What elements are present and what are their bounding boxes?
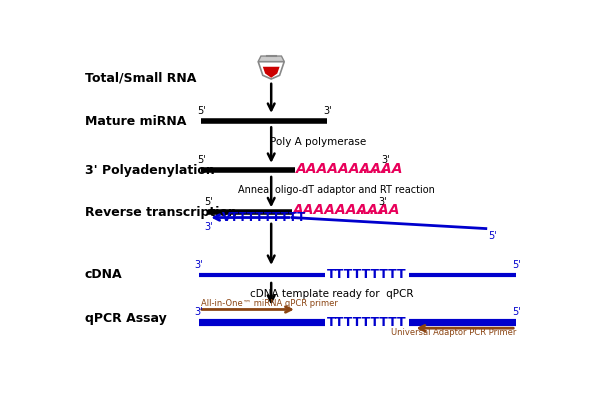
Text: cDNA template ready for  qPCR: cDNA template ready for qPCR	[250, 289, 414, 299]
Polygon shape	[258, 56, 284, 62]
Text: 5': 5'	[197, 106, 206, 116]
Text: qPCR Assay: qPCR Assay	[84, 312, 166, 326]
Text: 5': 5'	[204, 197, 213, 207]
Text: VTTTTTTTTT: VTTTTTTTTT	[222, 211, 306, 224]
Text: 5': 5'	[488, 231, 497, 241]
Text: 3': 3'	[381, 155, 389, 165]
Text: 3' Polyadenylation: 3' Polyadenylation	[84, 164, 214, 177]
Text: cDNA: cDNA	[84, 268, 122, 281]
Text: 5': 5'	[512, 307, 521, 317]
Text: 3': 3'	[194, 307, 203, 317]
Text: AAAAAAAAAA: AAAAAAAAAA	[296, 162, 403, 176]
Text: ......: ......	[358, 163, 387, 176]
Text: Reverse transcription: Reverse transcription	[84, 206, 237, 219]
Text: 3': 3'	[194, 259, 203, 269]
Text: Total/Small RNA: Total/Small RNA	[84, 72, 196, 85]
Text: All-in-One™ miRNA qPCR primer: All-in-One™ miRNA qPCR primer	[201, 299, 338, 308]
Text: Universal Adaptor PCR Primer: Universal Adaptor PCR Primer	[391, 328, 516, 337]
Text: 3': 3'	[379, 197, 387, 207]
Text: 3': 3'	[204, 222, 213, 232]
Text: Poly A polymerase: Poly A polymerase	[270, 137, 366, 147]
Text: 3': 3'	[323, 106, 332, 116]
Text: 5': 5'	[512, 259, 521, 269]
Text: TTTTTTTTT: TTTTTTTTT	[327, 316, 407, 329]
Text: ......: ......	[356, 204, 385, 217]
Text: Anneal oligo-dT adaptor and RT reaction: Anneal oligo-dT adaptor and RT reaction	[238, 185, 435, 195]
Text: TTTTTTTTT: TTTTTTTTT	[327, 268, 407, 281]
Text: 5': 5'	[197, 155, 206, 165]
Polygon shape	[258, 62, 284, 79]
Text: AAAAAAAAAA: AAAAAAAAAA	[293, 203, 400, 217]
Text: Mature miRNA: Mature miRNA	[84, 115, 186, 128]
Polygon shape	[263, 67, 279, 78]
